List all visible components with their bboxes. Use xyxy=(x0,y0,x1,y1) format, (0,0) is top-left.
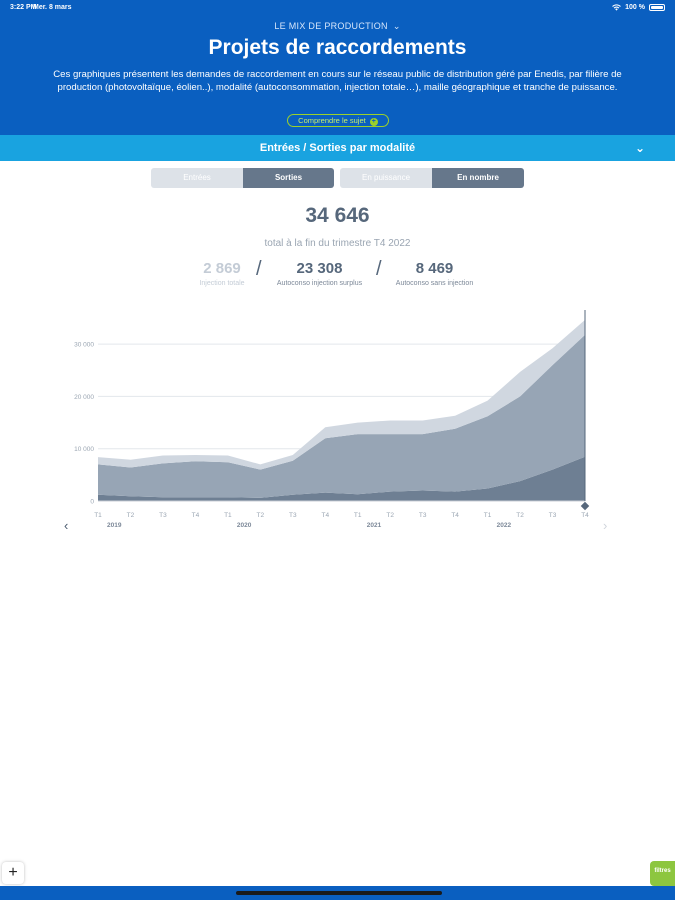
battery-percent: 100 % xyxy=(625,4,645,11)
filters-label: filtres xyxy=(654,868,671,874)
status-date: Mer. 8 mars xyxy=(33,4,72,11)
stat-label: Autoconso injection surplus xyxy=(276,280,363,287)
wifi-icon xyxy=(612,4,622,11)
learn-more-label: Comprendre le sujet xyxy=(298,116,366,125)
x-tick-label: T2 xyxy=(516,512,524,519)
x-tick-label: T1 xyxy=(354,512,362,519)
y-tick-label: 0 xyxy=(90,499,94,506)
area-series-1[interactable] xyxy=(98,456,585,501)
stat-value: 8 469 xyxy=(415,260,454,277)
header-banner: 3:22 PM Mer. 8 mars 100 % LE MIX DE PROD… xyxy=(0,0,675,135)
x-tick-label: T3 xyxy=(159,512,167,519)
page-title: Projets de raccordements xyxy=(208,36,467,59)
toggle-entrees[interactable]: Entrées xyxy=(151,168,243,188)
area-chart[interactable]: 0 10 000 20 000 30 000 T1 T2 T3 T4 T1 T2 T3 T4 T1 T2 T… xyxy=(40,310,640,540)
accordion-title: Entrées / Sorties par modalité xyxy=(259,142,416,154)
x-tick-label: T3 xyxy=(289,512,297,519)
status-bar: 3:22 PM Mer. 8 mars 100 % xyxy=(0,4,675,16)
stat-autoconso-surplus[interactable]: 23 308 Autoconso injection surplus xyxy=(262,260,377,287)
y-tick-label: 10 000 xyxy=(74,446,94,453)
learn-more-button[interactable]: Comprendre le sujet + xyxy=(287,114,389,127)
x-tick-label: T1 xyxy=(224,512,232,519)
x-group-label: 2019 xyxy=(107,522,122,529)
x-tick-label: T3 xyxy=(549,512,557,519)
y-tick-label: 30 000 xyxy=(74,342,94,349)
modality-accordion[interactable]: Entrées / Sorties par modalité ⌄ xyxy=(0,135,675,161)
total-value: 34 646 xyxy=(305,204,370,227)
unit-toggle: En puissance En nombre xyxy=(340,168,524,188)
chevron-right-icon[interactable]: › xyxy=(603,518,608,533)
stat-label: Autoconso sans injection xyxy=(395,280,474,287)
x-tick-label: T3 xyxy=(419,512,427,519)
x-group-label: 2021 xyxy=(367,522,382,529)
x-tick-label: T4 xyxy=(321,512,329,519)
cursor-handle[interactable] xyxy=(580,501,590,511)
plus-circle-icon: + xyxy=(369,118,378,126)
chevron-down-icon: ⌄ xyxy=(634,141,645,155)
x-tick-label: T4 xyxy=(192,512,200,519)
area-series-2[interactable] xyxy=(98,334,585,498)
y-tick-label: 20 000 xyxy=(74,394,94,401)
x-tick-label: T4 xyxy=(581,512,589,519)
section-label: LE MIX DE PRODUCTION xyxy=(274,21,388,31)
chevron-left-icon[interactable]: ‹ xyxy=(64,518,69,533)
chevron-down-icon: ⌄ xyxy=(392,21,401,31)
section-selector[interactable]: LE MIX DE PRODUCTION ⌄ xyxy=(0,21,675,32)
home-indicator[interactable] xyxy=(236,891,442,895)
separator: / xyxy=(376,258,382,280)
status-time: 3:22 PM xyxy=(10,4,37,11)
x-tick-label: T2 xyxy=(127,512,135,519)
filters-button[interactable]: filtres xyxy=(650,861,675,886)
x-tick-label: T2 xyxy=(257,512,265,519)
x-group-label: 2022 xyxy=(497,522,512,529)
stat-value: 23 308 xyxy=(296,260,343,277)
status-right: 100 % xyxy=(612,4,665,11)
stat-autoconso-sans-injection[interactable]: 8 469 Autoconso sans injection xyxy=(383,260,486,287)
page-description: Ces graphiques présentent les demandes d… xyxy=(53,69,622,93)
x-tick-label: T4 xyxy=(451,512,459,519)
separator: / xyxy=(256,258,262,280)
x-tick-label: T1 xyxy=(484,512,492,519)
toggle-en-nombre[interactable]: En nombre xyxy=(432,168,524,188)
stat-injection-totale[interactable]: 2 869 Injection totale xyxy=(186,260,258,287)
total-caption: total à la fin du trimestre T4 2022 xyxy=(264,238,411,249)
x-tick-label: T1 xyxy=(94,512,102,519)
stat-value: 2 869 xyxy=(203,260,241,277)
x-group-label: 2020 xyxy=(237,522,252,529)
toggle-en-puissance[interactable]: En puissance xyxy=(340,168,432,188)
battery-icon xyxy=(649,4,665,11)
direction-toggle: Entrées Sorties xyxy=(151,168,334,188)
x-tick-label: T2 xyxy=(386,512,394,519)
toggle-sorties[interactable]: Sorties xyxy=(243,168,334,188)
stat-label: Injection totale xyxy=(199,280,245,287)
add-button[interactable]: + xyxy=(2,862,24,884)
